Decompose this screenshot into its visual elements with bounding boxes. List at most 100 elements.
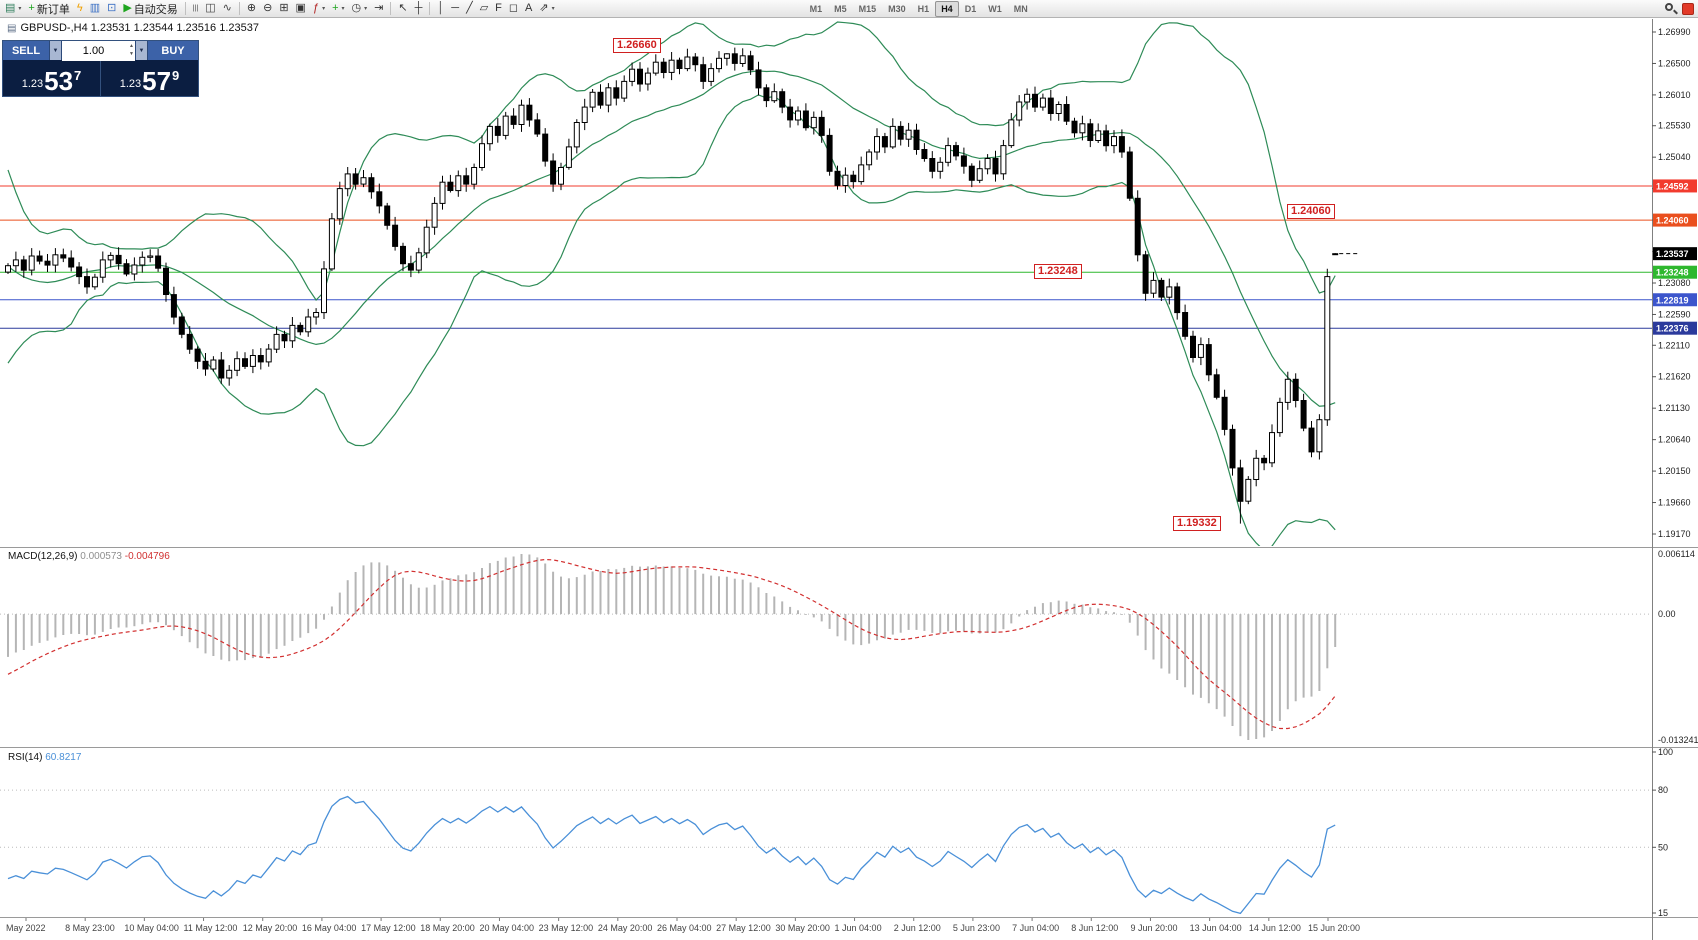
toolbar-separator bbox=[429, 2, 431, 15]
periods-button[interactable]: ◷ ▾ bbox=[349, 1, 371, 17]
svg-text:26 May 04:00: 26 May 04:00 bbox=[657, 923, 712, 933]
sell-dropdown[interactable]: ▼ bbox=[49, 41, 62, 60]
svg-text:May 2022: May 2022 bbox=[6, 923, 46, 933]
search-icon[interactable] bbox=[1664, 2, 1678, 15]
timeframe-mn[interactable]: MN bbox=[1008, 1, 1034, 17]
volume-spinner[interactable]: ▲ ▼ bbox=[129, 42, 134, 58]
buy-dropdown[interactable]: ▼ bbox=[135, 41, 148, 60]
horizontal-levels bbox=[0, 185, 1652, 329]
svg-text:23 May 12:00: 23 May 12:00 bbox=[539, 923, 594, 933]
svg-text:1.26500: 1.26500 bbox=[1658, 58, 1691, 68]
expert-advisors-icon[interactable]: ϟ bbox=[74, 1, 86, 17]
shapes-icon[interactable]: ◻ bbox=[506, 1, 521, 17]
price-callout[interactable]: 1.24060 bbox=[1287, 204, 1335, 219]
new-order-button[interactable]: + 新订单 bbox=[25, 1, 72, 17]
timeframe-m30[interactable]: M30 bbox=[882, 1, 912, 17]
timeframe-h4[interactable]: H4 bbox=[935, 0, 959, 17]
svg-text:12 May 20:00: 12 May 20:00 bbox=[243, 923, 298, 933]
profiles-icon[interactable]: ▥ bbox=[87, 1, 103, 17]
channel-icon[interactable]: ▱ bbox=[477, 1, 491, 17]
bid-big-digits: 53 bbox=[44, 66, 74, 96]
timeframe-m5[interactable]: M5 bbox=[828, 1, 853, 17]
line-chart-type-icon-glyph: ∿ bbox=[222, 2, 232, 14]
axis-price-tags: 1.24592 1.24060 1.23248 1.22819 1.22376 1.235… bbox=[1653, 179, 1697, 335]
rsi-line bbox=[7, 795, 1336, 915]
chart-ohlc-text: GBPUSD-,H4 1.23531 1.23544 1.23516 1.235… bbox=[20, 22, 259, 34]
auto-arrange-icon[interactable]: ▣ bbox=[293, 1, 309, 17]
svg-text:10 May 04:00: 10 May 04:00 bbox=[124, 923, 179, 933]
fibonacci-icon[interactable]: F bbox=[492, 1, 505, 17]
tile-windows-icon[interactable]: ⊞ bbox=[276, 1, 291, 17]
text-label-icon[interactable]: A bbox=[522, 1, 535, 17]
price-callout[interactable]: 1.19332 bbox=[1173, 516, 1221, 531]
svg-text:20 May 04:00: 20 May 04:00 bbox=[479, 923, 534, 933]
price-callout[interactable]: 1.26660 bbox=[613, 38, 661, 53]
macd-histogram bbox=[7, 554, 1337, 740]
bar-chart-type-icon[interactable]: ||| bbox=[190, 1, 201, 17]
timeframe-h1[interactable]: H1 bbox=[912, 1, 936, 17]
svg-text:30 May 20:00: 30 May 20:00 bbox=[775, 923, 830, 933]
timeframe-w1[interactable]: W1 bbox=[982, 1, 1008, 17]
svg-text:1.22819: 1.22819 bbox=[1656, 295, 1689, 305]
candlestick-type-icon[interactable]: ◫ bbox=[202, 1, 218, 17]
timeframe-m1[interactable]: M1 bbox=[804, 1, 829, 17]
svg-text:8 May 23:00: 8 May 23:00 bbox=[65, 923, 115, 933]
vertical-line-icon-glyph: │ bbox=[437, 2, 445, 14]
trendline-icon-glyph: ╱ bbox=[466, 2, 473, 14]
ask-big-digits: 57 bbox=[142, 66, 172, 96]
trendline-icon[interactable]: ╱ bbox=[463, 1, 476, 17]
crosshair-icon[interactable]: ┼ bbox=[412, 1, 426, 17]
rsi-indicator-label: RSI(14) 60.8217 bbox=[8, 752, 81, 763]
macd-signal-value: -0.004796 bbox=[124, 551, 170, 562]
price-callout[interactable]: 1.23248 bbox=[1034, 264, 1082, 279]
chart-shift-icon[interactable]: ⇥ bbox=[371, 1, 386, 17]
autotrading-button[interactable]: ▶ 自动交易 bbox=[120, 1, 180, 17]
toolbar-separator bbox=[238, 2, 240, 15]
macd-signal-line bbox=[7, 558, 1336, 730]
auto-arrange-icon-glyph: ▣ bbox=[295, 2, 306, 14]
rsi-value: 60.8217 bbox=[45, 752, 82, 763]
autotrading-glyph: ▶ bbox=[123, 2, 132, 14]
indicators-button[interactable]: ƒ ▾ bbox=[310, 1, 328, 17]
new-order-glyph: + bbox=[28, 2, 35, 14]
buy-button[interactable]: BUY bbox=[148, 41, 198, 60]
spinner-down-icon[interactable]: ▼ bbox=[129, 51, 134, 57]
new-order-button-label: 新订单 bbox=[36, 3, 70, 16]
svg-text:1.20150: 1.20150 bbox=[1658, 466, 1691, 476]
svg-text:-0.013241: -0.013241 bbox=[1658, 735, 1698, 745]
autotrading-button-label: 自动交易 bbox=[133, 3, 178, 16]
data-window-icon[interactable]: ⊡ bbox=[104, 1, 119, 17]
spinner-up-icon[interactable]: ▲ bbox=[129, 43, 134, 49]
zoom-in-icon[interactable]: ⊕ bbox=[244, 1, 259, 17]
svg-text:1.24592: 1.24592 bbox=[1656, 181, 1689, 191]
volume-input[interactable] bbox=[62, 41, 135, 61]
timeframe-d1[interactable]: D1 bbox=[959, 1, 983, 17]
svg-text:1.21620: 1.21620 bbox=[1658, 372, 1691, 382]
horizontal-line-icon[interactable]: ─ bbox=[448, 1, 462, 17]
volume-field: ▲▼ bbox=[62, 41, 135, 61]
cursor-icon[interactable]: ↖ bbox=[395, 1, 410, 17]
profiles-icon-glyph: ▥ bbox=[89, 2, 101, 14]
bid-prefix: 1.23 bbox=[21, 78, 44, 90]
vertical-line-icon[interactable]: │ bbox=[434, 1, 447, 17]
new-chart-button[interactable]: ▤ ▾ bbox=[2, 1, 24, 17]
bar-chart-type-icon-glyph: ||| bbox=[192, 5, 199, 12]
ask-price[interactable]: 1.23 57 9 bbox=[101, 60, 198, 96]
macd-main-value: 0.000573 bbox=[80, 551, 122, 562]
svg-text:1.25040: 1.25040 bbox=[1658, 152, 1691, 162]
notification-icon[interactable] bbox=[1682, 2, 1694, 15]
bid-price[interactable]: 1.23 53 7 bbox=[3, 60, 100, 96]
arrows-icon[interactable]: ⇗ ▾ bbox=[536, 1, 557, 17]
add-indicator-button[interactable]: + ▾ bbox=[329, 1, 347, 17]
svg-text:1 Jun 04:00: 1 Jun 04:00 bbox=[835, 923, 882, 933]
zoom-out-icon[interactable]: ⊖ bbox=[260, 1, 275, 17]
svg-text:27 May 12:00: 27 May 12:00 bbox=[716, 923, 771, 933]
timeframe-m15[interactable]: M15 bbox=[853, 1, 883, 17]
svg-text:0.006114: 0.006114 bbox=[1658, 549, 1695, 559]
line-chart-type-icon[interactable]: ∿ bbox=[220, 1, 235, 17]
toolbar-separator bbox=[184, 2, 186, 15]
dropdown-arrow-icon: ▾ bbox=[551, 6, 555, 12]
sell-button[interactable]: SELL bbox=[3, 41, 49, 60]
toolbar-right-group bbox=[1664, 2, 1696, 15]
